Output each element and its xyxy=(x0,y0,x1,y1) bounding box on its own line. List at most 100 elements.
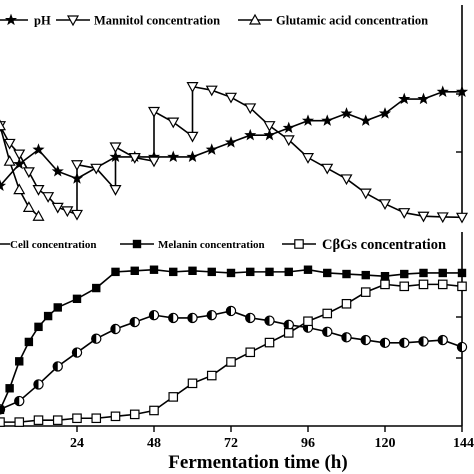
data-point xyxy=(400,269,409,279)
data-point xyxy=(22,201,35,212)
series-line xyxy=(0,268,462,411)
data-point xyxy=(399,337,410,349)
series-line xyxy=(0,283,463,423)
data-point xyxy=(418,279,429,290)
data-point xyxy=(436,85,449,97)
series-0 xyxy=(0,85,469,191)
data-point xyxy=(244,103,257,115)
series-line xyxy=(0,85,463,219)
data-point xyxy=(147,106,161,118)
data-point xyxy=(340,174,353,186)
data-point xyxy=(32,143,45,155)
data-point xyxy=(187,378,198,389)
data-point xyxy=(34,322,43,332)
data-point xyxy=(224,92,238,104)
data-point xyxy=(438,268,447,278)
data-point xyxy=(3,154,16,166)
legend-entry: Melanin concentration xyxy=(120,239,265,251)
data-point xyxy=(167,117,180,129)
data-point xyxy=(109,142,122,154)
data-point xyxy=(457,268,467,278)
data-point xyxy=(0,405,5,415)
data-point xyxy=(91,333,102,344)
data-point xyxy=(455,212,469,224)
legend-entry: Mannitol concentration xyxy=(56,13,220,27)
bottom-axis-ticks xyxy=(76,316,463,432)
data-point xyxy=(417,211,430,223)
data-point xyxy=(301,153,315,164)
data-point xyxy=(3,138,16,150)
data-point xyxy=(380,279,390,290)
legend-label: Melanin concentration xyxy=(158,239,265,251)
legend-marker-swatch xyxy=(132,239,142,249)
data-point xyxy=(92,283,101,293)
data-point xyxy=(226,268,236,278)
data-point xyxy=(148,309,160,321)
data-point xyxy=(341,298,352,309)
data-point xyxy=(359,188,372,200)
data-point xyxy=(14,395,25,407)
x-tick-label: 48 xyxy=(147,436,161,451)
legend-entry: Cell concentration xyxy=(0,239,96,251)
legend-label: Mannitol concentration xyxy=(94,13,220,27)
data-point xyxy=(51,165,64,177)
legend-entry: pH xyxy=(0,13,51,27)
legend-entry: Glutamic acid concentration xyxy=(238,13,428,27)
data-point xyxy=(167,150,180,163)
data-point xyxy=(321,163,334,175)
series-2 xyxy=(0,119,45,221)
data-point xyxy=(129,316,140,328)
data-point xyxy=(169,267,178,277)
data-point xyxy=(398,208,411,219)
data-point xyxy=(378,199,392,211)
x-tick-labels: 24 48 72 96 120 144 xyxy=(70,436,474,451)
legend-label: CβGs concentration xyxy=(322,237,446,253)
series-0 xyxy=(0,305,468,415)
data-point xyxy=(341,332,352,343)
legend-marker-swatch xyxy=(294,239,304,249)
data-point xyxy=(340,107,353,119)
top-axis-ticks xyxy=(456,93,462,153)
series-2 xyxy=(0,279,467,427)
data-point xyxy=(22,167,35,179)
data-point xyxy=(359,114,372,126)
series-1 xyxy=(0,265,467,415)
data-point xyxy=(225,305,237,317)
data-point xyxy=(186,150,199,163)
data-point xyxy=(206,309,217,321)
legend-label: Glutamic acid concentration xyxy=(276,13,428,27)
data-point xyxy=(378,107,392,119)
data-point xyxy=(284,267,293,277)
data-point xyxy=(360,334,371,346)
bottom-series-group xyxy=(0,265,468,427)
data-point xyxy=(264,315,275,326)
data-point xyxy=(436,212,449,224)
data-point xyxy=(5,384,14,393)
data-point xyxy=(13,183,26,195)
data-point xyxy=(226,357,236,367)
data-point xyxy=(186,82,199,93)
data-point xyxy=(149,405,159,416)
data-point xyxy=(32,209,45,221)
data-point xyxy=(224,136,238,148)
x-tick-label: 96 xyxy=(301,436,315,451)
data-point xyxy=(109,185,122,196)
data-point xyxy=(245,312,256,324)
data-point xyxy=(168,312,179,324)
x-axis-label: Fermentation time (h) xyxy=(168,452,347,473)
data-point xyxy=(205,143,218,155)
data-point xyxy=(205,85,218,97)
data-point xyxy=(283,328,294,338)
legend-label: pH xyxy=(34,13,51,27)
data-point xyxy=(342,269,351,279)
data-point xyxy=(110,323,121,335)
data-point xyxy=(53,303,62,312)
data-point xyxy=(91,413,102,424)
data-point xyxy=(14,417,25,427)
data-point xyxy=(303,316,313,327)
data-point xyxy=(33,415,44,425)
data-point xyxy=(398,92,411,105)
data-point xyxy=(72,413,82,424)
data-point xyxy=(399,281,410,292)
